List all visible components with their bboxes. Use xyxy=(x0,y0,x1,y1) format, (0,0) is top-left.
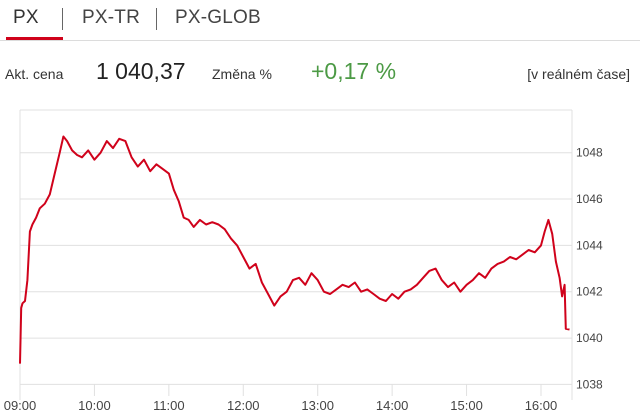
x-tick-label: 16:00 xyxy=(525,398,558,413)
y-axis-ticks: 1038 1040 1042 1044 1046 1048 xyxy=(576,146,603,392)
x-tick-label: 09:00 xyxy=(4,398,37,413)
index-tabs: PX PX-TR PX-GLOB xyxy=(0,0,640,41)
active-tab-indicator xyxy=(6,37,63,40)
change-value: +0,17 % xyxy=(311,58,397,84)
y-tick-label: 1044 xyxy=(576,238,603,252)
x-tick-label: 11:00 xyxy=(153,398,185,413)
y-tick-label: 1038 xyxy=(576,377,603,391)
y-tick-label: 1040 xyxy=(576,331,603,345)
price-value: 1 040,37 xyxy=(96,58,186,84)
price-series-line xyxy=(19,135,570,364)
price-chart: 1038 1040 1042 1044 1046 1048 09:00 10:00 11:00… xyxy=(4,109,603,413)
quote-summary: Akt. cena 1 040,37 Změna % +0,17 % [v re… xyxy=(0,56,640,92)
change-label: Změna % xyxy=(212,66,272,82)
tab-px-tr[interactable]: PX-TR xyxy=(82,7,140,28)
x-tick-label: 13:00 xyxy=(301,398,334,413)
x-tick-label: 10:00 xyxy=(78,398,111,413)
x-axis-ticks: 09:00 10:00 11:00 12:00 13:00 14:00 15:00 16:00 xyxy=(4,384,558,413)
tab-separator xyxy=(62,8,63,30)
y-tick-label: 1042 xyxy=(576,285,603,299)
chart-grid xyxy=(19,109,573,400)
price-label: Akt. cena xyxy=(5,66,64,82)
tab-px[interactable]: PX xyxy=(13,7,39,28)
tab-separator xyxy=(156,8,157,30)
y-tick-label: 1046 xyxy=(576,192,603,206)
realtime-link[interactable]: [v reálném čase] xyxy=(527,66,630,82)
y-tick-label: 1048 xyxy=(576,146,603,160)
tab-px-glob[interactable]: PX-GLOB xyxy=(175,7,261,28)
x-tick-label: 14:00 xyxy=(376,398,409,413)
x-tick-label: 12:00 xyxy=(227,398,260,413)
x-tick-label: 15:00 xyxy=(450,398,483,413)
